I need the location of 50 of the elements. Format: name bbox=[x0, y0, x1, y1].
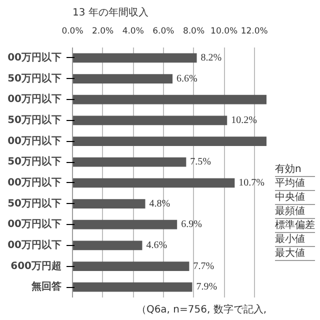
data-label: 7.7% bbox=[193, 260, 214, 272]
y-tick-label: 50万円以下 bbox=[8, 114, 62, 126]
y-tick-label: 00万円以下 bbox=[8, 93, 62, 106]
data-label: 8.2% bbox=[200, 52, 222, 64]
y-tick-label: 600万円超 bbox=[10, 260, 62, 272]
data-label: 6.9% bbox=[181, 219, 202, 230]
text: （Q6a, n=756, 数字で記入, bbox=[136, 304, 267, 316]
bar bbox=[72, 199, 146, 208]
y-tick-label: 無回答 bbox=[30, 280, 62, 293]
x-tick-label: 8.0% bbox=[182, 26, 205, 36]
bar bbox=[72, 240, 142, 250]
x-tick-label: 0.0% bbox=[62, 26, 84, 36]
y-tick-label: 00万円以下 bbox=[8, 238, 62, 251]
x-tick-label: 2.0% bbox=[92, 26, 114, 36]
y-tick-label: 50万円以下 bbox=[8, 156, 62, 168]
bar bbox=[72, 262, 190, 271]
text: 最頻値 bbox=[275, 205, 315, 219]
bar bbox=[72, 220, 178, 230]
data-label: 10.7% bbox=[238, 177, 265, 188]
text: 平均値 bbox=[275, 177, 315, 191]
y-tick-label: 50万円以下 bbox=[8, 72, 62, 84]
x-tick-label: 6.0% bbox=[152, 26, 174, 36]
bar bbox=[72, 136, 266, 146]
bar bbox=[72, 116, 228, 126]
x-tick-label: 10.0% bbox=[210, 26, 238, 36]
x-tick-label: 4.0% bbox=[122, 26, 144, 36]
bar bbox=[72, 282, 192, 292]
text: 中央値 bbox=[275, 191, 315, 205]
text: 最小値 bbox=[275, 233, 315, 247]
data-label: 7.5% bbox=[190, 156, 212, 168]
x-tick-label: 12.0% bbox=[240, 26, 268, 36]
bar bbox=[72, 53, 197, 63]
data-label: 10.2% bbox=[231, 114, 257, 126]
data-label: 4.8% bbox=[149, 198, 170, 210]
text: 標準偏差 bbox=[275, 219, 315, 233]
y-tick-label: 00万円以下 bbox=[8, 218, 62, 230]
y-tick-label: 00万円以下 bbox=[8, 51, 62, 64]
data-label: 7.9% bbox=[196, 282, 218, 293]
y-tick-label: 50万円以下 bbox=[8, 197, 62, 210]
bar bbox=[72, 74, 173, 84]
bar bbox=[72, 157, 186, 167]
bar bbox=[72, 94, 266, 104]
y-tick-label: 00万円以下 bbox=[8, 134, 62, 147]
data-label: 6.6% bbox=[176, 73, 198, 84]
y-tick-label: 00万円以下 bbox=[8, 176, 62, 188]
bar bbox=[72, 178, 235, 188]
chart-title: 13 年の年間収入 bbox=[72, 6, 148, 18]
text: 有効n bbox=[275, 163, 315, 177]
data-label: 4.6% bbox=[146, 240, 168, 251]
text: 最大値 bbox=[275, 247, 315, 261]
